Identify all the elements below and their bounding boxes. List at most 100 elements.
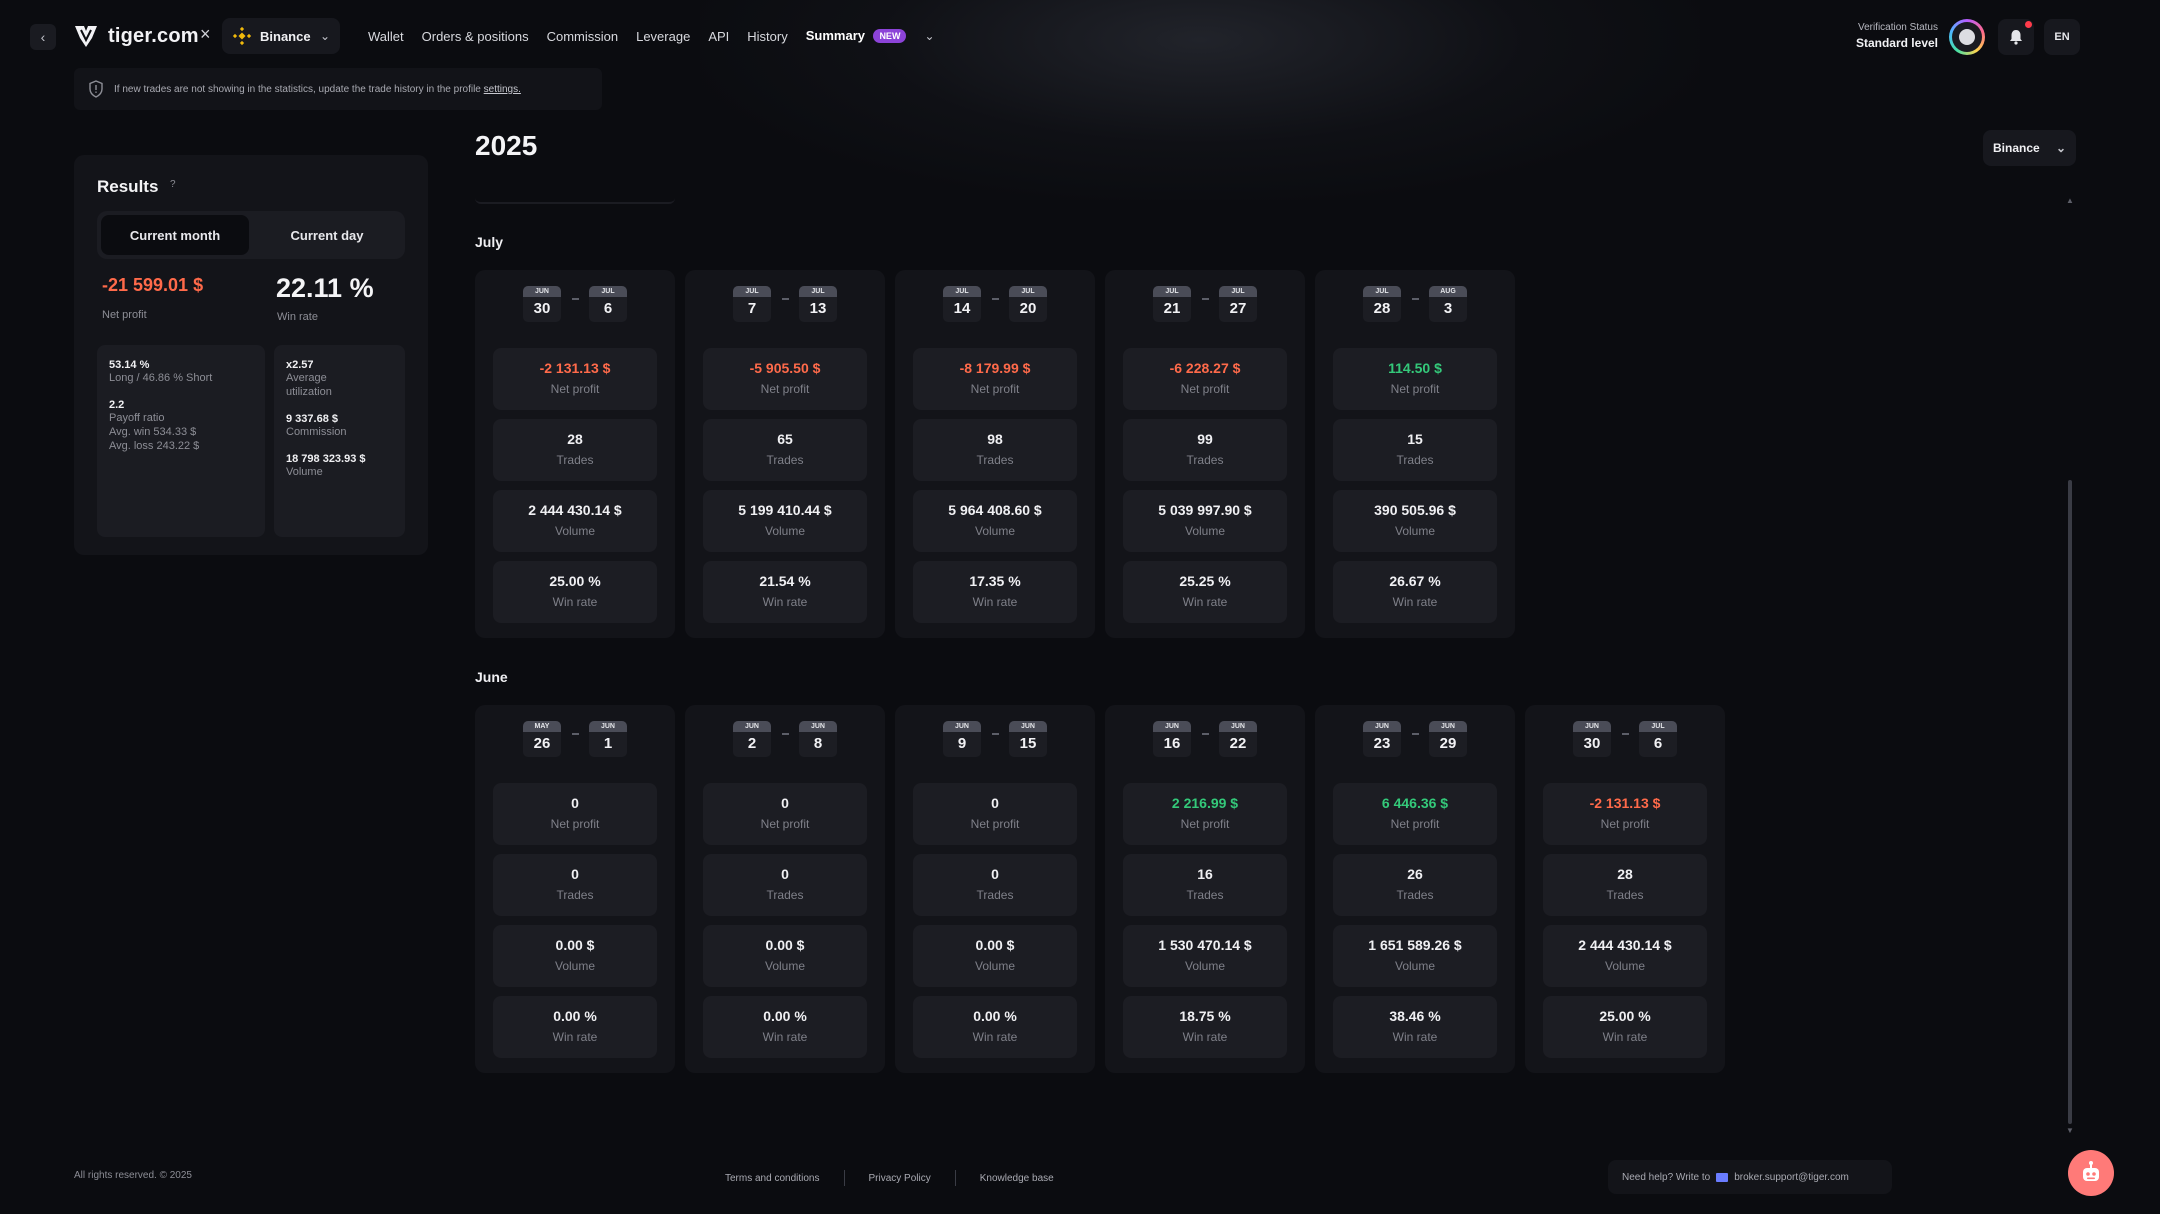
start-date: JUN 23 — [1363, 721, 1401, 757]
nav-wallet[interactable]: Wallet — [368, 28, 404, 44]
year-tab-underline — [475, 192, 675, 204]
week-card[interactable]: JUN 9 JUN 15 0 Net profit 0 Trades 0.00 $ Vol… — [895, 705, 1095, 1073]
win-rate-value: 26.67 % — [1389, 573, 1441, 589]
week-card[interactable]: JUL 14 JUL 20 -8 179.99 $ Net profit 98 Tra… — [895, 270, 1095, 638]
trades-value: 16 — [1197, 866, 1213, 882]
trades-label: Trades — [766, 453, 804, 467]
win-rate-metric: 0.00 % Win rate — [913, 996, 1077, 1058]
shield-info-icon — [89, 80, 103, 98]
trades-value: 0 — [781, 866, 789, 882]
week-card[interactable]: JUL 7 JUL 13 -5 905.50 $ Net profit 65 Trad… — [685, 270, 885, 638]
exchange-label: Binance — [260, 28, 311, 44]
nav-api[interactable]: API — [708, 28, 730, 44]
end-date: JUN 1 — [589, 721, 627, 757]
net-profit-label: Net profit — [1390, 817, 1440, 831]
net-profit-value: 6 446.36 $ — [1381, 795, 1449, 811]
more-nav-chevron-icon[interactable]: ⌄ — [924, 29, 935, 43]
trades-label: Trades — [1606, 888, 1644, 902]
date-range: JUL 14 JUL 20 — [895, 286, 1095, 322]
end-month: AUG — [1429, 286, 1467, 297]
week-card[interactable]: JUN 16 JUN 22 2 216.99 $ Net profit 16 Trad… — [1105, 705, 1305, 1073]
settings-link[interactable]: settings. — [483, 83, 521, 95]
start-date: JUN 30 — [1573, 721, 1611, 757]
terms-link[interactable]: Terms and conditions — [725, 1172, 820, 1184]
utilization-value: x2.57 — [286, 359, 314, 371]
start-day: 9 — [957, 735, 967, 752]
win-rate-label: Win rate — [1182, 595, 1228, 609]
week-card[interactable]: JUN 2 JUN 8 0 Net profit 0 Trades 0.00 $ Volu… — [685, 705, 885, 1073]
week-card[interactable]: JUL 21 JUL 27 -6 228.27 $ Net profit 99 Tra… — [1105, 270, 1305, 638]
week-card[interactable]: JUN 30 JUL 6 -2 131.13 $ Net profit 28 Trad… — [1525, 705, 1725, 1073]
tab-current-month[interactable]: Current month — [101, 215, 249, 255]
support-email-link[interactable]: broker.support@tiger.com — [1734, 1171, 1849, 1183]
trades-metric: 0 Trades — [493, 854, 657, 916]
nav-summary-wrap: Summary NEW — [806, 27, 907, 45]
nav-history[interactable]: History — [747, 28, 788, 44]
avg-loss: Avg. loss 243.22 $ — [109, 440, 200, 452]
copyright: All rights reserved. © 2025 — [74, 1170, 192, 1181]
net-profit-metric: 0 Net profit — [703, 783, 867, 845]
end-month: JUL — [1009, 286, 1047, 297]
trades-metric: 16 Trades — [1123, 854, 1287, 916]
trades-metric: 65 Trades — [703, 419, 867, 481]
avatar[interactable] — [1949, 19, 1985, 55]
tab-current-day[interactable]: Current day — [290, 227, 364, 243]
help-icon[interactable]: ? — [170, 179, 176, 190]
end-month: JUN — [1429, 721, 1467, 732]
scroll-down-icon[interactable]: ▼ — [2066, 1126, 2074, 1135]
scroll-up-icon[interactable]: ▲ — [2066, 196, 2074, 205]
back-button[interactable]: ‹ — [30, 24, 56, 50]
week-card[interactable]: JUN 23 JUN 29 6 446.36 $ Net profit 26 Trad… — [1315, 705, 1515, 1073]
start-month: JUN — [523, 286, 561, 297]
start-day: 26 — [533, 735, 551, 752]
net-profit-metric: -2 131.13 $ Net profit — [1543, 783, 1707, 845]
end-day: 29 — [1439, 735, 1457, 752]
volume-value: 5 039 997.90 $ — [1158, 502, 1252, 518]
chat-bot-button[interactable] — [2068, 1150, 2114, 1196]
notifications-button[interactable] — [1998, 19, 2034, 55]
scrollbar-thumb[interactable] — [2068, 480, 2072, 1124]
end-date: AUG 3 — [1429, 286, 1467, 322]
exchange-filter-label: Binance — [1993, 141, 2040, 155]
start-day: 28 — [1373, 300, 1391, 317]
trades-label: Trades — [1186, 453, 1224, 467]
trades-value: 28 — [1617, 866, 1633, 882]
week-card[interactable]: JUL 28 AUG 3 114.50 $ Net profit 15 Trades 3… — [1315, 270, 1515, 638]
end-day: 20 — [1019, 300, 1037, 317]
volume-value: 0.00 $ — [765, 937, 805, 953]
verification-status[interactable]: Verification Status Standard level — [1856, 22, 1938, 50]
win-rate-metric: 21.54 % Win rate — [703, 561, 867, 623]
volume-label: Volume — [554, 959, 596, 973]
exchange-filter-select[interactable]: Binance ⌄ — [1983, 130, 2076, 166]
close-icon[interactable]: × — [200, 24, 211, 44]
logo[interactable]: tiger.com — [72, 22, 199, 50]
date-range: JUN 30 JUL 6 — [475, 286, 675, 322]
week-card[interactable]: MAY 26 JUN 1 0 Net profit 0 Trades 0.00 $ Vol… — [475, 705, 675, 1073]
net-profit-label: Net profit — [102, 309, 147, 321]
knowledge-base-link[interactable]: Knowledge base — [979, 1172, 1054, 1184]
main-nav: Wallet Orders & positions Commission Lev… — [368, 27, 935, 45]
nav-commission[interactable]: Commission — [546, 28, 619, 44]
period-toggle: Current month Current day — [97, 211, 405, 259]
privacy-link[interactable]: Privacy Policy — [868, 1172, 931, 1184]
week-card[interactable]: JUN 30 JUL 6 -2 131.13 $ Net profit 28 Trad… — [475, 270, 675, 638]
language-button[interactable]: EN — [2044, 19, 2080, 55]
start-day: 30 — [533, 300, 551, 317]
nav-leverage[interactable]: Leverage — [636, 28, 691, 44]
win-rate-label: Win rate — [972, 595, 1018, 609]
win-rate-value: 0.00 % — [553, 1008, 597, 1024]
info-notice: If new trades are not showing in the sta… — [74, 68, 602, 110]
win-rate-label: Win rate — [552, 1030, 598, 1044]
end-month: JUL — [799, 286, 837, 297]
win-rate-value: 25.25 % — [1179, 573, 1231, 589]
start-month: JUL — [943, 286, 981, 297]
divider — [954, 1170, 956, 1186]
end-day: 15 — [1019, 735, 1037, 752]
exchange-select[interactable]: Binance ⌄ — [222, 18, 340, 54]
nav-orders-positions[interactable]: Orders & positions — [421, 28, 529, 44]
start-date: JUL 28 — [1363, 286, 1401, 322]
net-profit-metric: 0 Net profit — [913, 783, 1077, 845]
nav-summary[interactable]: Summary — [805, 28, 865, 43]
trades-label: Trades — [766, 888, 804, 902]
end-date: JUN 15 — [1009, 721, 1047, 757]
